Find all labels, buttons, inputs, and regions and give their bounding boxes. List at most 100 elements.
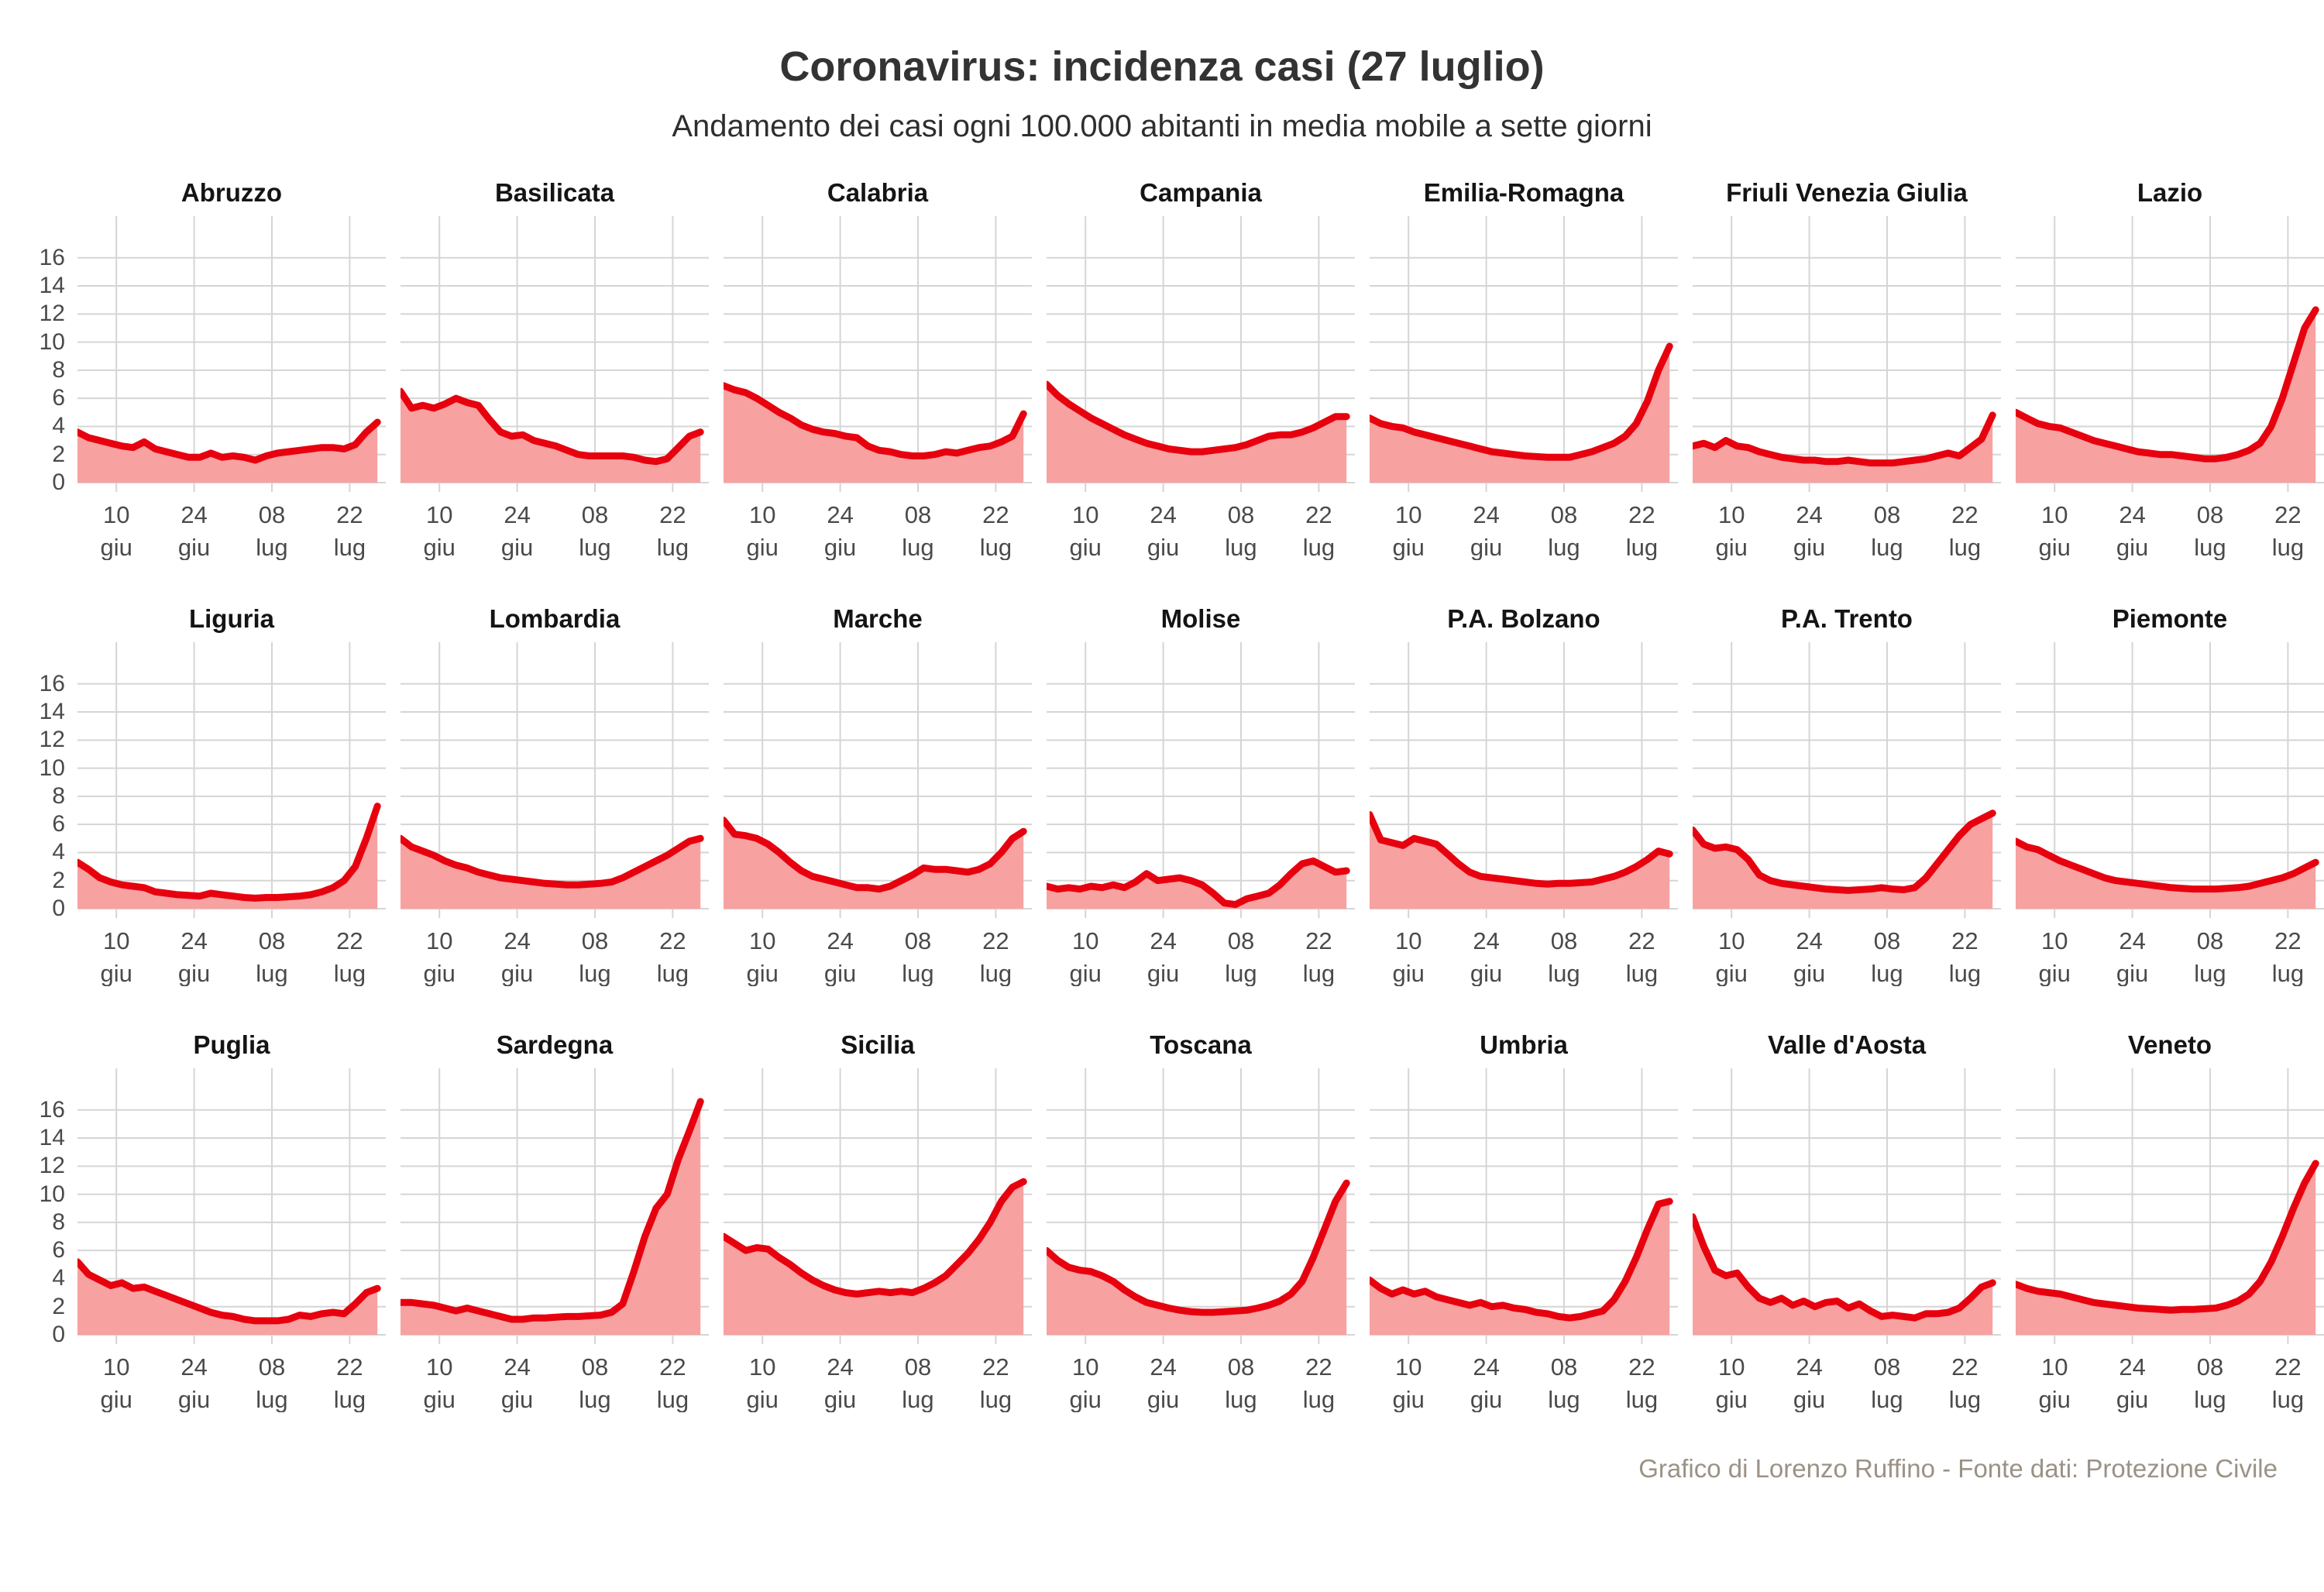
y-tick-label: 6 <box>52 811 65 837</box>
x-tick-month: lug <box>256 534 287 560</box>
x-tick-month: giu <box>101 534 132 560</box>
x-tick-month: giu <box>178 1386 210 1412</box>
region-chart-marche: 10 giu 24 giu 08 lug 22 lug <box>724 642 1032 986</box>
x-tick-day: 08 <box>259 927 285 954</box>
x-tick-month: giu <box>747 960 779 986</box>
x-tick-day: 08 <box>1228 1353 1254 1381</box>
x-tick-month: lug <box>980 960 1012 986</box>
x-tick-month: giu <box>178 960 210 986</box>
y-tick-label: 0 <box>52 469 65 495</box>
x-tick-month: giu <box>1793 534 1825 560</box>
x-tick-day: 22 <box>1628 927 1655 954</box>
subplot-sicilia: Sicilia 10 giu 24 giu 08 lug 22 lug <box>724 1028 1032 1412</box>
x-tick-day: 22 <box>2274 501 2301 528</box>
y-tick-label: 8 <box>52 1209 65 1235</box>
x-tick-month: lug <box>1626 960 1658 986</box>
subplot-lazio: Lazio 10 giu 24 giu 08 lug 22 lug <box>2016 176 2324 560</box>
x-tick-day: 10 <box>2041 927 2068 954</box>
x-tick-day: 22 <box>1305 927 1332 954</box>
x-tick-day: 24 <box>827 501 853 528</box>
x-tick-month: lug <box>902 534 933 560</box>
x-tick-day: 24 <box>2119 1353 2145 1381</box>
y-axis-labels: 0 2 4 6 8 10 12 14 16 <box>0 602 77 986</box>
x-tick-day: 10 <box>426 927 452 954</box>
x-tick-month: lug <box>1626 534 1658 560</box>
subplot-liguria: Liguria 10 giu 24 giu 08 lug 22 lug <box>77 602 386 986</box>
x-tick-day: 10 <box>426 1353 452 1381</box>
x-tick-month: giu <box>2039 1386 2071 1412</box>
x-tick-month: lug <box>256 1386 287 1412</box>
x-tick-day: 24 <box>1150 1353 1176 1381</box>
subplot-emilia-romagna: Emilia-Romagna 10 giu 24 giu 08 lug 22 lug <box>1370 176 1678 560</box>
region-chart-sardegna: 10 giu 24 giu 08 lug 22 lug <box>401 1068 709 1412</box>
y-tick-label: 14 <box>39 699 65 725</box>
x-tick-day: 24 <box>180 927 207 954</box>
x-tick-day: 22 <box>1305 1353 1332 1381</box>
x-tick-month: lug <box>334 534 366 560</box>
x-tick-day: 10 <box>749 501 775 528</box>
x-tick-day: 10 <box>1718 501 1745 528</box>
region-chart-lombardia: 10 giu 24 giu 08 lug 22 lug <box>401 642 709 986</box>
region-chart-puglia: 10 giu 24 giu 08 lug 22 lug <box>77 1068 386 1412</box>
x-tick-day: 08 <box>2197 501 2223 528</box>
x-tick-month: giu <box>1147 534 1179 560</box>
x-tick-day: 10 <box>2041 1353 2068 1381</box>
subplot-molise: Molise 10 giu 24 giu 08 lug 22 lug <box>1047 602 1355 986</box>
x-tick-month: lug <box>657 960 689 986</box>
subplot-title: Emilia-Romagna <box>1423 178 1624 207</box>
x-tick-day: 10 <box>426 501 452 528</box>
x-tick-month: giu <box>2116 960 2148 986</box>
x-tick-month: lug <box>1949 960 1981 986</box>
x-tick-month: giu <box>1716 534 1748 560</box>
x-tick-month: lug <box>1225 534 1257 560</box>
region-chart-umbria: 10 giu 24 giu 08 lug 22 lug <box>1370 1068 1678 1412</box>
y-tick-label: 8 <box>52 782 65 809</box>
y-tick-label: 8 <box>52 356 65 383</box>
x-tick-month: giu <box>1716 960 1748 986</box>
x-tick-day: 10 <box>1072 1353 1098 1381</box>
subplot-p-a-trento: P.A. Trento 10 giu 24 giu 08 lug 22 lug <box>1693 602 2001 986</box>
x-tick-day: 08 <box>905 927 931 954</box>
region-chart-emilia-romagna: 10 giu 24 giu 08 lug 22 lug <box>1370 216 1678 560</box>
x-tick-month: lug <box>579 1386 610 1412</box>
region-chart-p-a-bolzano: 10 giu 24 giu 08 lug 22 lug <box>1370 642 1678 986</box>
subplot-title: Valle d'Aosta <box>1767 1030 1927 1059</box>
x-tick-month: giu <box>747 1386 779 1412</box>
x-tick-day: 10 <box>1395 927 1422 954</box>
x-tick-month: giu <box>1147 1386 1179 1412</box>
x-tick-month: giu <box>101 960 132 986</box>
y-tick-label: 12 <box>39 727 65 753</box>
subplot-lombardia: Lombardia 10 giu 24 giu 08 lug 22 lug <box>401 602 709 986</box>
x-tick-day: 24 <box>504 927 530 954</box>
x-tick-day: 22 <box>2274 1353 2301 1381</box>
y-tick-label: 16 <box>39 1096 65 1123</box>
page-header: Coronavirus: incidenza casi (27 luglio) … <box>0 43 2324 145</box>
x-tick-month: giu <box>501 1386 533 1412</box>
x-tick-month: lug <box>2272 534 2304 560</box>
x-tick-day: 08 <box>1551 501 1577 528</box>
x-tick-day: 24 <box>180 1353 207 1381</box>
x-tick-month: giu <box>1070 1386 1102 1412</box>
subplot-title: Sardegna <box>496 1030 614 1059</box>
x-tick-day: 22 <box>1628 1353 1655 1381</box>
subplot-title: Molise <box>1160 604 1241 633</box>
x-tick-day: 22 <box>982 927 1009 954</box>
x-tick-day: 22 <box>1951 501 1978 528</box>
x-tick-day: 24 <box>504 1353 530 1381</box>
x-tick-month: lug <box>579 960 610 986</box>
y-tick-label: 16 <box>39 244 65 270</box>
subplot-toscana: Toscana 10 giu 24 giu 08 lug 22 lug <box>1047 1028 1355 1412</box>
x-tick-day: 08 <box>1228 927 1254 954</box>
x-tick-month: lug <box>1548 960 1580 986</box>
x-tick-day: 10 <box>103 1353 129 1381</box>
x-tick-day: 24 <box>1796 501 1822 528</box>
x-tick-day: 10 <box>1395 1353 1422 1381</box>
subplot-campania: Campania 10 giu 24 giu 08 lug 22 lug <box>1047 176 1355 560</box>
region-chart-p-a-trento: 10 giu 24 giu 08 lug 22 lug <box>1693 642 2001 986</box>
y-tick-label: 4 <box>52 413 65 439</box>
y-tick-label: 10 <box>39 328 65 355</box>
x-tick-day: 24 <box>180 501 207 528</box>
x-tick-day: 10 <box>1718 1353 1745 1381</box>
x-tick-month: lug <box>1548 534 1580 560</box>
y-tick-label: 2 <box>52 441 65 467</box>
